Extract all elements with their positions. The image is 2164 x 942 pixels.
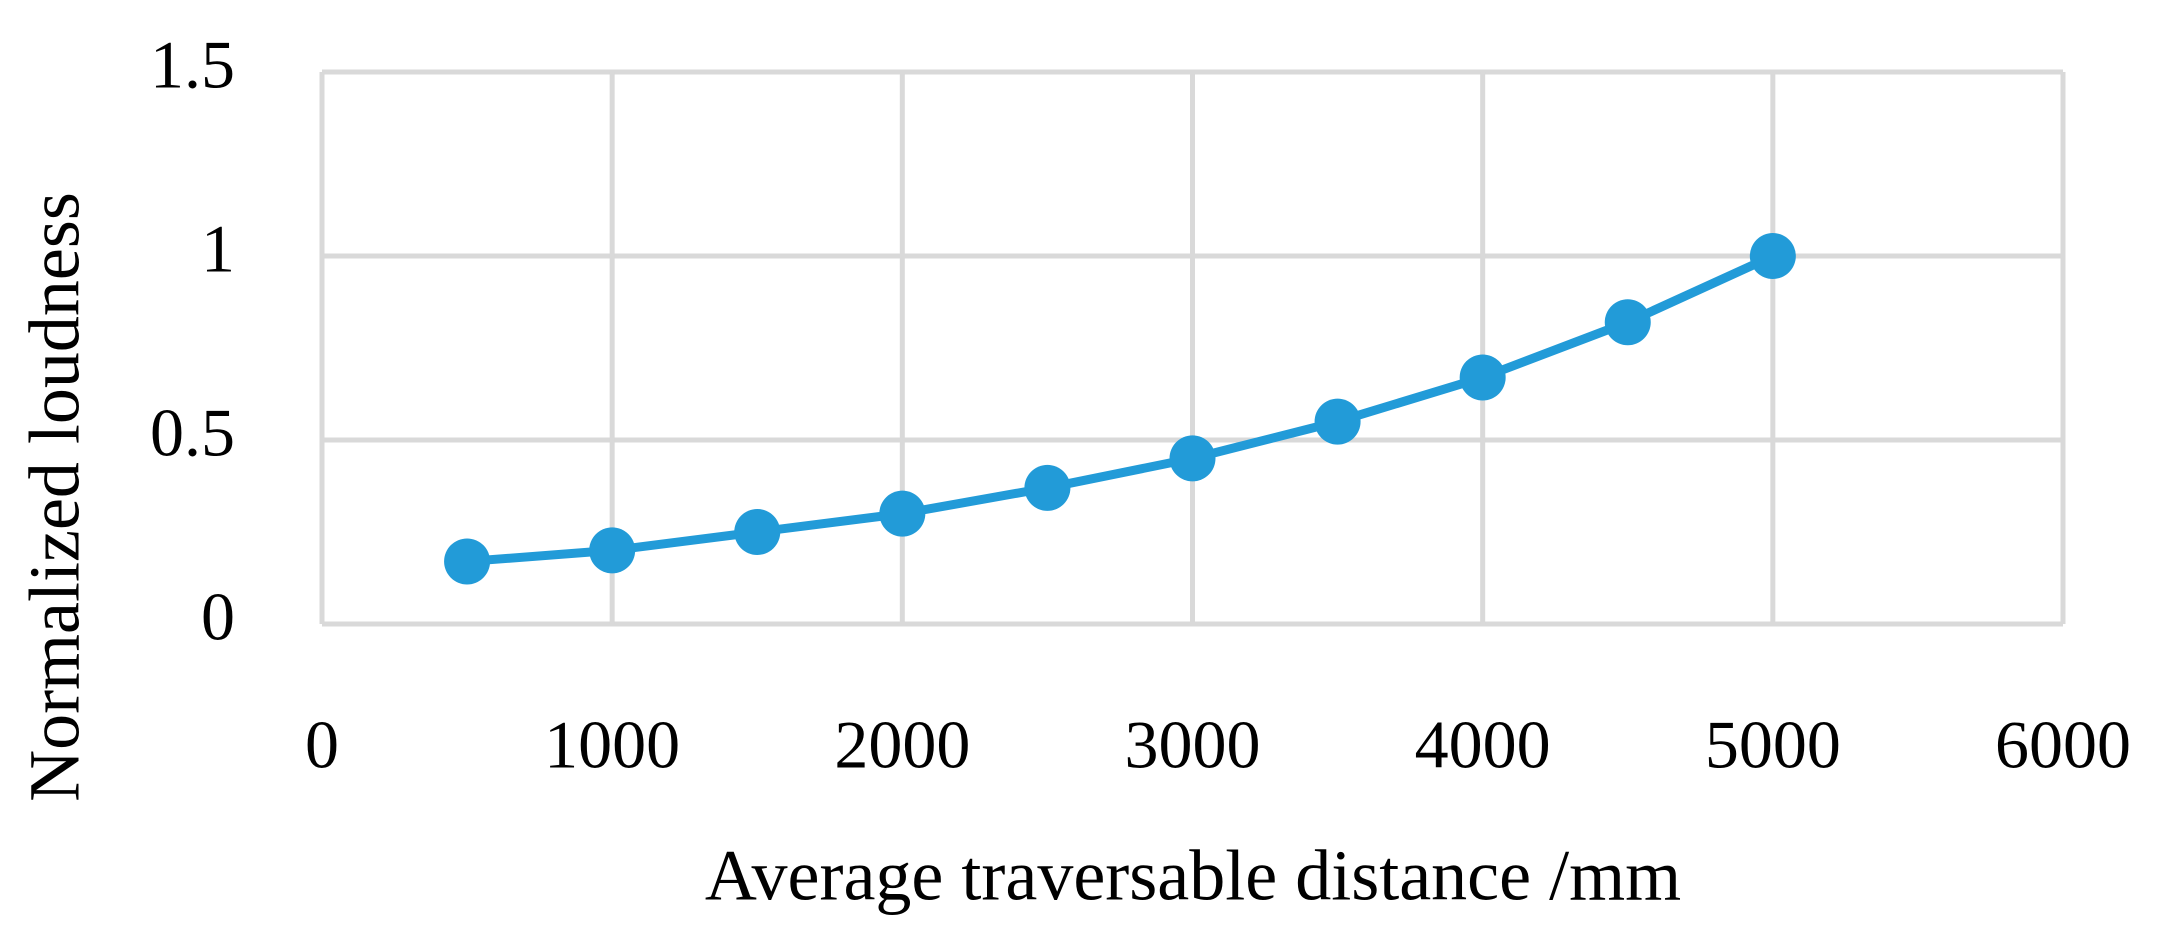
x-tick-label: 6000 [1995,707,2131,783]
y-tick-label: 0.5 [150,395,235,471]
x-tick-label: 1000 [544,707,680,783]
x-tick-label: 0 [305,707,339,783]
y-axis-title: Normalized loudness [15,192,95,802]
data-line [466,251,1775,566]
x-tick-label: 2000 [834,707,970,783]
data-point [1459,354,1506,401]
y-tick-label: 1 [201,211,235,287]
data-point [1604,299,1651,346]
data-point [734,509,781,555]
data-point [879,490,926,537]
data-point [444,538,491,585]
data-point [1314,398,1361,445]
x-tick-label: 5000 [1705,707,1841,783]
data-point [1169,435,1216,482]
x-axis-title: Average traversable distance /mm [705,836,1681,916]
x-tick-label: 3000 [1125,707,1261,783]
data-point [1749,233,1796,279]
y-tick-label: 0 [201,579,235,655]
data-point [589,527,636,574]
x-tick-label: 4000 [1415,707,1551,783]
y-tick-label: 1.5 [150,27,235,103]
data-point [1024,464,1071,511]
